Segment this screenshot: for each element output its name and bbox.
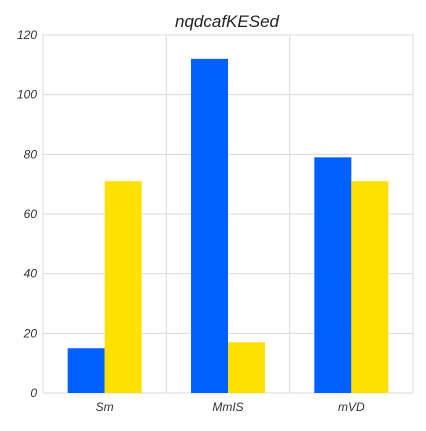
y-tick-label-80: 80 (24, 147, 38, 161)
y-tick-label-40: 40 (24, 267, 38, 281)
x-tick-label-mVD: mVD (338, 400, 365, 414)
bar-mVD-series-1 (314, 157, 352, 393)
chart-title: nqdcafKESed (175, 12, 280, 31)
bar-MmIS-series-1 (191, 58, 228, 393)
bars (67, 58, 389, 393)
x-axis-ticks: Sm MmIS mVD (96, 400, 365, 414)
y-tick-label-60: 60 (24, 207, 38, 221)
y-axis-ticks: 0 20 40 60 80 100 120 (17, 28, 37, 400)
bar-Sm-series-1 (67, 348, 105, 393)
bar-MmIS-series-2 (228, 342, 265, 393)
x-tick-label-MmIS: MmIS (212, 400, 243, 414)
x-tick-label-Sm: Sm (96, 400, 114, 414)
y-tick-label-120: 120 (17, 28, 37, 42)
bar-Sm-series-2 (104, 181, 142, 393)
y-tick-label-20: 20 (23, 326, 38, 340)
y-tick-label-0: 0 (30, 386, 37, 400)
y-tick-label-100: 100 (17, 88, 37, 102)
bar-mVD-series-2 (351, 181, 389, 393)
